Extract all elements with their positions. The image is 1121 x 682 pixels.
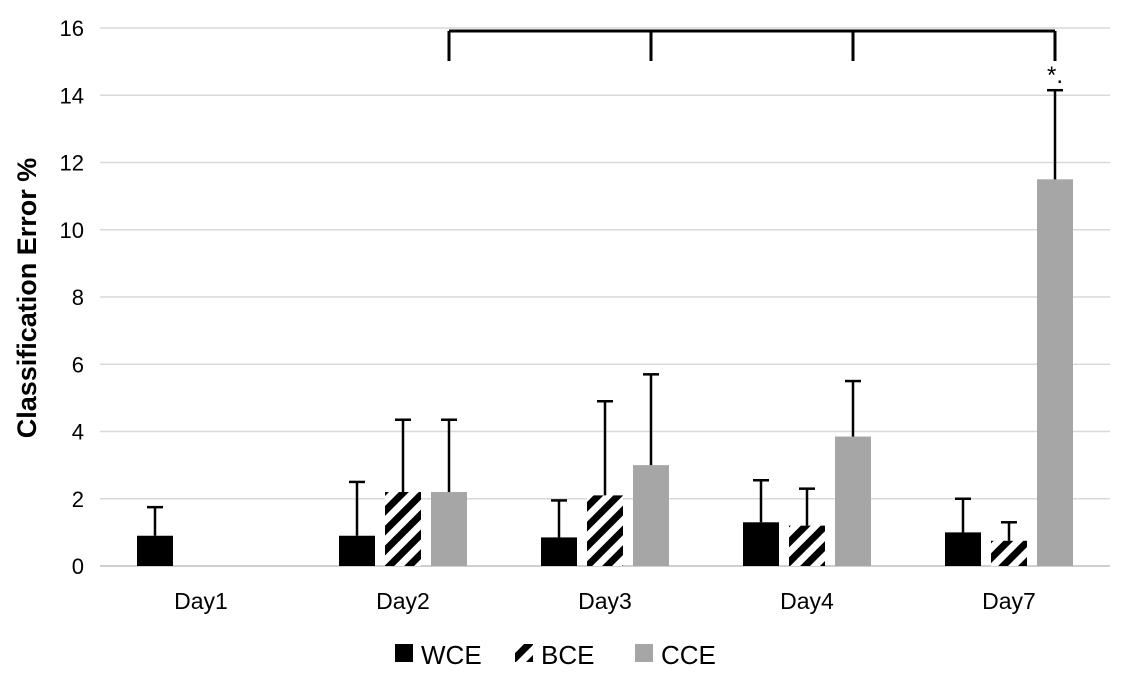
y-tick-label: 16 [60, 16, 84, 41]
bar [385, 492, 421, 566]
y-tick-label: 12 [60, 151, 84, 176]
bar [137, 535, 173, 566]
annotations: *. [447, 29, 1063, 89]
y-tick-label: 4 [72, 420, 84, 445]
x-tick-label: Day1 [174, 588, 228, 614]
bar [587, 495, 623, 566]
error-bars [147, 88, 1063, 541]
bar [339, 535, 375, 566]
legend-label: BCE [541, 640, 594, 670]
bar [991, 540, 1027, 566]
y-tick-label: 10 [60, 218, 84, 243]
legend-label: WCE [421, 640, 482, 670]
gridlines [100, 27, 1110, 500]
significance-marker: *. [1047, 62, 1063, 89]
bars [137, 179, 1073, 566]
y-axis-title: Classification Error % [12, 158, 42, 439]
bar [1037, 179, 1073, 566]
x-tick-label: Day3 [578, 588, 632, 614]
y-tick-label: 8 [72, 285, 84, 310]
bar [835, 436, 871, 566]
legend-swatch [395, 644, 413, 662]
x-tick-label: Day7 [982, 588, 1036, 614]
bar [945, 532, 981, 566]
bar [541, 537, 577, 566]
x-tick-label: Day4 [780, 588, 834, 614]
bar [743, 522, 779, 566]
y-tick-label: 0 [72, 554, 84, 579]
bar [789, 525, 825, 566]
x-tick-label: Day2 [376, 588, 430, 614]
legend-swatch [635, 644, 653, 662]
y-tick-label: 2 [72, 487, 84, 512]
bar [431, 492, 467, 566]
y-tick-label: 6 [72, 352, 84, 377]
legend-swatch [515, 644, 533, 662]
axes: 0 2 4 6 8 10 12 14 16 Day1 Day2 Day3 Day4 Day7 [60, 16, 1110, 614]
legend-label: CCE [661, 640, 716, 670]
y-tick-label: 14 [60, 83, 84, 108]
bar [633, 465, 669, 566]
legend: WCE BCE CCE [395, 640, 716, 670]
